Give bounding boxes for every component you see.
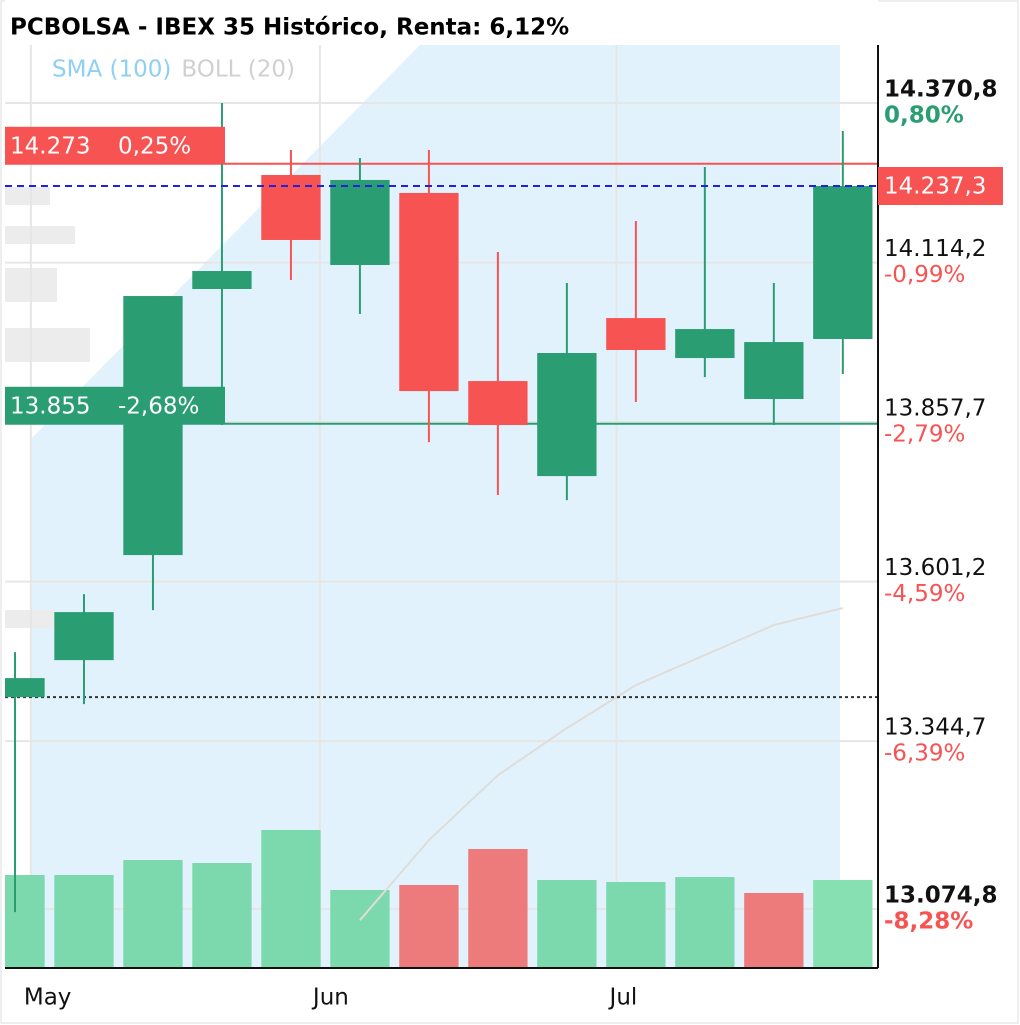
candle-body — [261, 174, 321, 240]
candle-body — [813, 186, 873, 340]
legend-entry: SMA (100) — [52, 57, 171, 83]
y-tick-change: -0,99% — [884, 262, 965, 288]
plot-layer: SMA (100) BOLL (20) 14.273 0,25% 13.855 -2,68… — [5, 45, 878, 968]
volume-bar — [123, 860, 183, 968]
x-tick-label: Jun — [311, 985, 349, 1011]
candle-body — [537, 352, 597, 477]
y-tick-change: 0,80% — [884, 102, 964, 128]
volume-bar — [192, 863, 252, 968]
candle-body — [54, 612, 114, 661]
volume-bar — [54, 875, 114, 968]
y-tick-label: 13.857,7 — [884, 396, 986, 422]
y-tick-change: -6,39% — [884, 741, 965, 767]
price-line-box — [5, 126, 225, 164]
plot-area: SMA (100) BOLL (20) 14.273 0,25% 13.855 -2,68… — [5, 45, 878, 968]
price-line-box — [5, 386, 225, 424]
price-line-change: 0,25% — [118, 133, 191, 159]
price-line-label: 13.855 — [10, 393, 90, 419]
x-tick-label: Jul — [608, 985, 638, 1011]
y-tick-change: -8,28% — [884, 909, 973, 935]
volume-bar — [468, 849, 528, 968]
overlay: 14.370,80,80% 14.114,2-0,99% 13.857,7-2,79… — [24, 76, 1003, 1011]
sma-line — [359, 607, 844, 921]
volume-bar — [606, 882, 666, 968]
volume-bar — [813, 880, 873, 968]
candle-body — [399, 192, 459, 392]
candle-body — [675, 329, 735, 359]
y-tick-change: -2,79% — [884, 422, 965, 448]
last-price-label: 14.237,3 — [884, 174, 986, 200]
volume-bar — [261, 830, 321, 968]
candle-body — [606, 318, 666, 351]
title-bar — [5, 0, 878, 45]
candle-body — [330, 179, 390, 265]
price-line-label: 14.273 — [10, 133, 90, 159]
candle-body — [468, 381, 528, 426]
candle-body — [123, 296, 183, 556]
last-price-box — [878, 167, 1003, 206]
volume-bar — [744, 893, 804, 968]
y-tick-label: 14.114,2 — [884, 236, 986, 262]
y-tick-label: 13.074,8 — [884, 883, 998, 909]
legend-entry: BOLL (20) — [181, 57, 295, 83]
candle-body — [5, 678, 45, 698]
volume-bar — [399, 885, 459, 968]
candle-body — [744, 342, 804, 400]
y-tick-label: 13.601,2 — [884, 555, 986, 581]
volume-bar — [537, 880, 597, 968]
y-tick-label: 14.370,8 — [884, 76, 998, 102]
x-tick-label: May — [24, 985, 72, 1011]
volume-bar — [5, 875, 45, 968]
chart-title: PCBOLSA - IBEX 35 Histórico, Renta: 6,12… — [10, 15, 569, 41]
y-tick-label: 13.344,7 — [884, 715, 986, 741]
candle-body — [192, 271, 252, 289]
price-line-change: -2,68% — [118, 393, 199, 419]
volume-bar — [675, 877, 735, 968]
y-tick-change: -4,59% — [884, 581, 965, 607]
volume-bar — [330, 890, 390, 968]
